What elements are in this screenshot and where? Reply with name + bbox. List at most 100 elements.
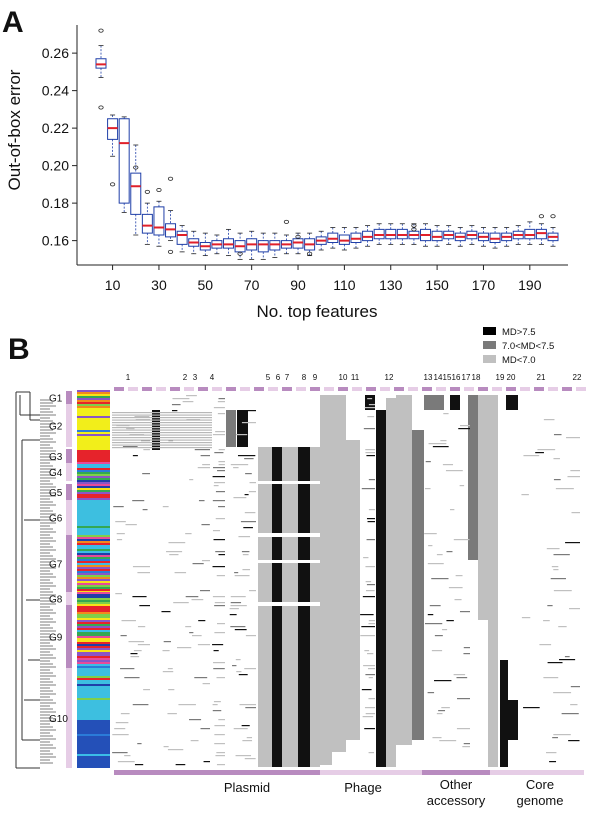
heatmap-line	[192, 635, 202, 637]
heatmap-line	[446, 551, 453, 553]
outlier-point	[295, 234, 301, 239]
heatmap-line	[200, 455, 210, 457]
column-number: 18	[472, 373, 481, 382]
heatmap-line	[218, 719, 225, 721]
row-color-cell	[77, 478, 110, 480]
heatmap-line	[171, 410, 178, 412]
row-color-cell	[77, 698, 110, 700]
heatmap-line	[199, 590, 210, 592]
box-item	[338, 227, 350, 251]
row-color-cell	[77, 642, 110, 644]
heatmap-line	[552, 737, 558, 739]
heatmap-line	[132, 455, 138, 457]
row-color-cell	[77, 500, 110, 502]
heatmap-line	[233, 728, 248, 730]
row-color-cell	[77, 502, 110, 504]
heatmap-line	[547, 605, 553, 607]
column-number: 21	[537, 373, 546, 382]
heatmap-line	[134, 764, 144, 766]
heatmap-line	[124, 755, 131, 757]
heatmap-line	[230, 464, 249, 466]
y-axis-label: Out-of-box error	[5, 69, 24, 190]
row-color-cell	[77, 585, 110, 587]
row-color-cell	[77, 575, 110, 577]
heatmap-line	[218, 464, 225, 466]
box-item	[95, 45, 107, 78]
row-color-cell	[77, 632, 110, 634]
box-item	[188, 230, 200, 255]
row-color-cell	[77, 579, 110, 581]
row-color-cell	[77, 674, 110, 676]
heatmap-line	[241, 725, 250, 727]
heatmap-line	[367, 653, 374, 655]
column-number: 6	[276, 373, 281, 382]
row-color-cell	[77, 476, 110, 478]
row-color-cell	[77, 549, 110, 551]
row-color-cell	[77, 472, 110, 474]
heatmap-line	[543, 419, 555, 421]
row-color-cell	[77, 628, 110, 630]
column-marker	[422, 387, 432, 391]
heatmap-block	[282, 447, 298, 767]
heatmap-line	[564, 656, 570, 658]
column-marker	[240, 387, 250, 391]
row-color-cell	[77, 402, 110, 404]
column-marker	[268, 387, 278, 391]
column-number: 20	[507, 373, 516, 382]
heatmap-line	[139, 605, 150, 607]
row-color-cell	[77, 530, 110, 532]
heatmap-line	[213, 701, 221, 703]
heatmap-line	[116, 539, 123, 541]
row-color-cell	[77, 616, 110, 618]
row-color-cell	[77, 608, 110, 610]
heatmap-line	[217, 413, 225, 415]
row-color-cell	[77, 561, 110, 563]
heatmap-line	[214, 602, 225, 604]
box-item	[524, 221, 536, 245]
heatmap-line	[366, 518, 375, 520]
column-number: 14	[434, 373, 443, 382]
box-item	[420, 223, 432, 247]
heatmap-line	[215, 431, 225, 433]
row-color-cell	[77, 587, 110, 589]
heatmap-line	[454, 599, 462, 601]
row-color-cell	[77, 518, 110, 520]
row-color-cell	[77, 392, 110, 394]
heatmap-line	[142, 509, 148, 511]
column-marker	[296, 387, 306, 391]
heatmap-line	[368, 404, 375, 406]
row-color-cell	[77, 742, 110, 744]
row-color-cell	[77, 640, 110, 642]
heatmap-line	[202, 683, 210, 685]
heatmap-line	[112, 417, 212, 419]
heatmap-line	[112, 437, 212, 439]
heatmap-line	[234, 575, 250, 577]
heatmap-line	[216, 575, 225, 577]
heatmap-block	[424, 395, 444, 410]
box-item	[431, 225, 443, 247]
heatmap-line	[360, 614, 374, 616]
row-color-cell	[77, 672, 110, 674]
heatmap-line	[213, 650, 219, 652]
heatmap-line	[368, 620, 375, 622]
heatmap-line	[446, 620, 454, 622]
heatmap-line	[553, 458, 560, 460]
row-color-cell	[77, 688, 110, 690]
group-label: G8	[49, 595, 63, 606]
row-color-cell	[77, 766, 110, 768]
box-item	[118, 116, 130, 213]
category-label-plasmid: Plasmid	[224, 780, 270, 795]
heatmap-line	[363, 428, 375, 430]
row-color-cell	[77, 555, 110, 557]
column-marker	[394, 387, 404, 391]
heatmap-line	[178, 704, 196, 706]
row-color-cell	[77, 404, 110, 406]
heatmap-line	[234, 572, 239, 574]
row-color-cell	[77, 752, 110, 754]
column-number: 13	[424, 373, 433, 382]
heatmap-line	[244, 494, 249, 496]
row-color-cell	[77, 567, 110, 569]
heatmap-line	[367, 398, 373, 400]
row-color-cell	[77, 466, 110, 468]
outlier-point	[411, 227, 417, 232]
